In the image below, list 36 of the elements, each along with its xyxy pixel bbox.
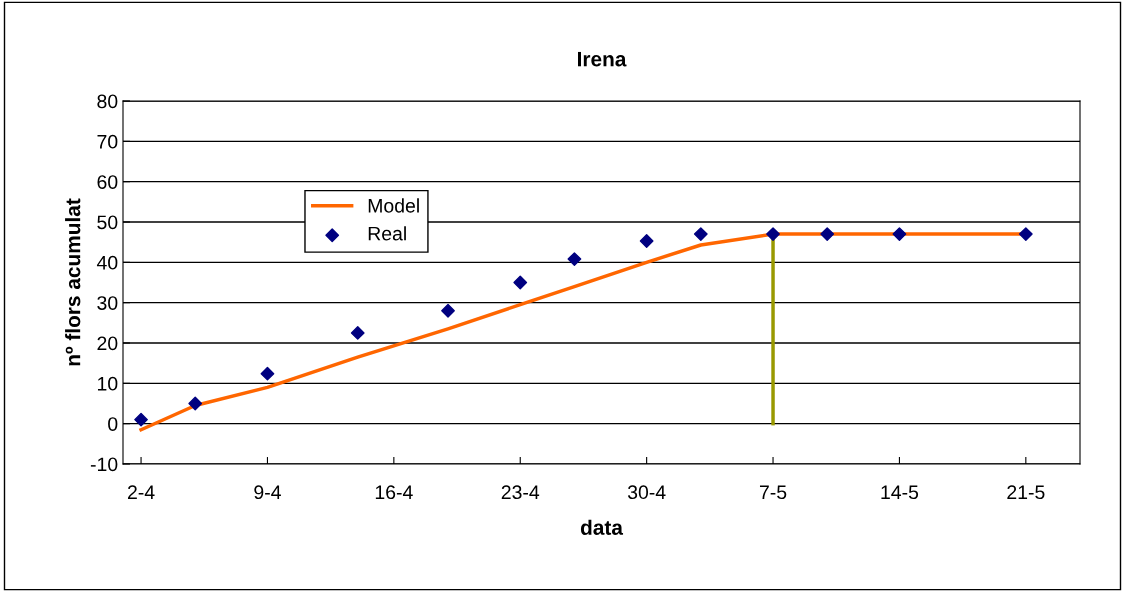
y-tick-label: 40 xyxy=(96,255,118,270)
point xyxy=(134,412,148,427)
point xyxy=(350,326,365,340)
point xyxy=(693,227,708,242)
point xyxy=(188,396,203,411)
x-tick-label: 23-4 xyxy=(501,485,540,500)
y-tick-label: -10 xyxy=(90,457,118,472)
y-axis-title: nº flors acumulat xyxy=(65,198,81,366)
x-tick-label: 2-4 xyxy=(127,485,155,499)
x-tick-label: 16-4 xyxy=(375,485,413,500)
point xyxy=(1018,227,1033,242)
y-tick-label: 30 xyxy=(97,296,118,310)
point xyxy=(260,366,275,381)
x-axis-title: data xyxy=(580,519,624,535)
y-tick-label: 20 xyxy=(97,336,118,351)
legend-label: Model xyxy=(368,198,419,213)
y-tick-label: 10 xyxy=(98,376,118,391)
point xyxy=(513,275,528,290)
point xyxy=(441,303,455,318)
x-tick-label: 30-4 xyxy=(627,485,666,500)
y-tick-label: 60 xyxy=(97,175,118,189)
x-tick-label: 9-4 xyxy=(254,485,281,500)
point xyxy=(766,227,780,242)
y-tick-label: 0 xyxy=(108,417,118,431)
x-tick-label: 7-5 xyxy=(759,485,787,500)
x-tick-label: 21-5 xyxy=(1007,485,1045,500)
y-tick-label: 70 xyxy=(97,134,118,149)
y-tick-label: 80 xyxy=(97,94,118,109)
x-tick-label: 14-5 xyxy=(881,485,919,500)
y-tick-label: 50 xyxy=(97,215,118,230)
point xyxy=(892,227,907,242)
legend-label: Real xyxy=(368,226,406,241)
point xyxy=(639,234,654,248)
point xyxy=(820,227,835,242)
point xyxy=(567,252,582,267)
chart-title: Irena xyxy=(578,51,627,67)
